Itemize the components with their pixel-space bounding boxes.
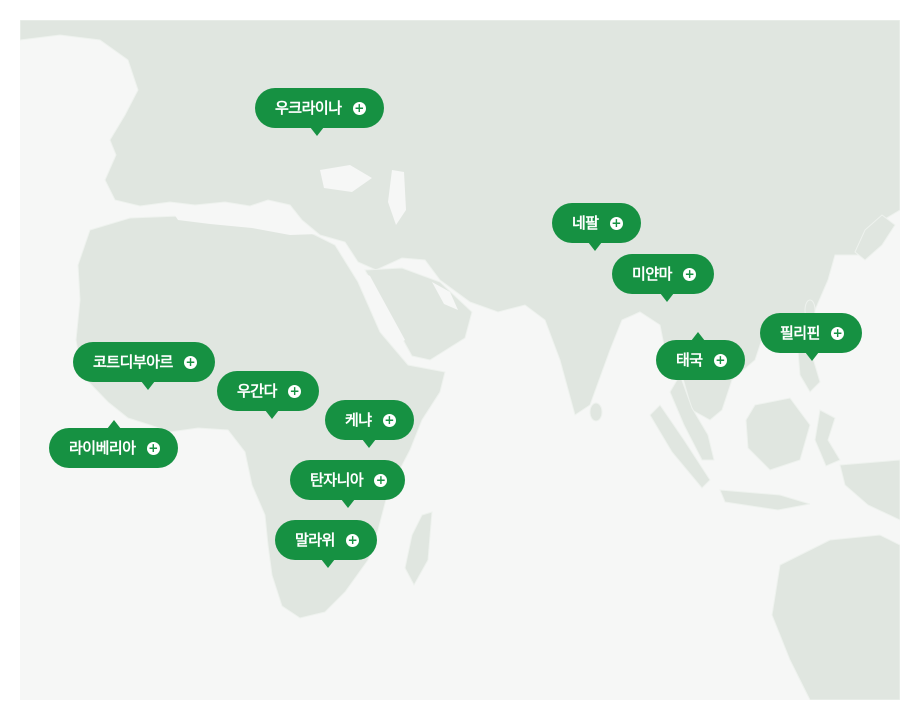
pin-malawi[interactable]: 말라위 + (275, 520, 377, 568)
sri-lanka-landmass (589, 402, 603, 422)
madagascar-landmass (404, 511, 433, 587)
pin-pointer (107, 420, 121, 429)
plus-icon: + (146, 440, 160, 455)
pin-cote-divoire[interactable]: 코트디부아르 + (73, 342, 215, 390)
plus-icon: + (287, 383, 301, 398)
pin-pointer (321, 559, 335, 568)
plus-icon: + (374, 472, 388, 487)
map-background (20, 20, 900, 700)
pin-label: 태국 (676, 351, 703, 369)
pin-liberia[interactable]: 라이베리아 + (49, 420, 178, 468)
sumatra-landmass (649, 404, 711, 489)
pin-philippines[interactable]: 필리핀 + (760, 313, 862, 361)
pin-thailand[interactable]: 태국 + (656, 332, 745, 380)
pin-label: 네팔 (572, 214, 599, 232)
persian-gulf (432, 282, 458, 310)
java-landmass (719, 489, 811, 511)
plus-icon: + (682, 266, 696, 281)
japan-landmass (854, 214, 896, 261)
pin-label: 라이베리아 (69, 439, 136, 457)
plus-icon: + (609, 215, 623, 230)
mediterranean-sea (170, 206, 318, 235)
pin-label: 말라위 (295, 531, 335, 549)
pin-label: 케냐 (345, 411, 372, 429)
pin-nepal[interactable]: 네팔 + (552, 203, 641, 251)
pin-uganda[interactable]: 우간다 + (217, 371, 319, 419)
pin-myanmar[interactable]: 미얀마 + (612, 254, 714, 302)
red-sea (358, 270, 405, 344)
pin-pointer (691, 332, 705, 341)
plus-icon: + (713, 352, 727, 367)
pin-pointer (805, 352, 819, 361)
caspian-sea (388, 170, 406, 225)
malay-peninsula (669, 373, 715, 461)
pin-pointer (310, 127, 324, 136)
pin-label: 탄자니아 (310, 471, 364, 489)
plus-icon: + (352, 100, 366, 115)
pin-pointer (141, 381, 155, 390)
plus-icon: + (830, 325, 844, 340)
new-guinea-landmass (839, 459, 900, 521)
pin-label: 우간다 (237, 382, 277, 400)
plus-icon: + (345, 532, 359, 547)
pin-label: 우크라이나 (275, 99, 342, 117)
pin-label: 필리핀 (780, 324, 820, 342)
pin-pointer (265, 410, 279, 419)
pin-label: 코트디부아르 (93, 353, 173, 371)
africa-landmass (75, 215, 446, 619)
sulawesi-landmass (814, 409, 841, 467)
pin-pointer (362, 439, 376, 448)
pin-pointer (660, 293, 674, 302)
pin-pointer (588, 242, 602, 251)
pin-kenya[interactable]: 케냐 + (325, 400, 414, 448)
world-map: 우크라이나 + 네팔 + 미얀마 + 필리핀 + 태국 + (20, 20, 900, 700)
black-sea (320, 165, 372, 192)
plus-icon: + (382, 412, 396, 427)
pin-label: 미얀마 (632, 265, 672, 283)
australia-landmass (771, 534, 900, 700)
pin-pointer (341, 499, 355, 508)
borneo-landmass (745, 397, 811, 471)
plus-icon: + (183, 354, 197, 369)
pin-ukraine[interactable]: 우크라이나 + (255, 88, 384, 136)
pin-tanzania[interactable]: 탄자니아 + (290, 460, 406, 508)
